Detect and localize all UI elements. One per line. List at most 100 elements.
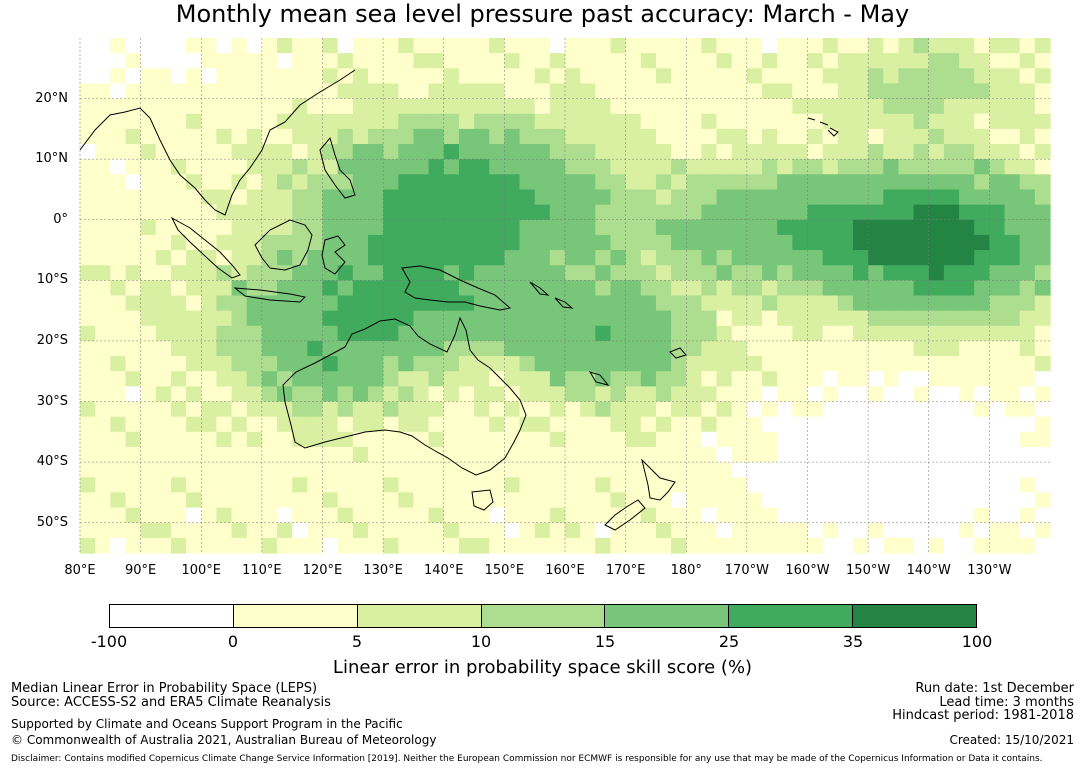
skill-cell xyxy=(292,159,308,175)
skill-cell xyxy=(216,250,233,266)
skill-cell xyxy=(655,265,672,281)
skill-cell xyxy=(640,219,657,236)
skill-cell xyxy=(170,401,187,418)
skill-cell xyxy=(292,371,308,387)
skill-cell xyxy=(777,431,793,448)
skill-cell xyxy=(989,477,1006,494)
skill-cell xyxy=(489,340,505,357)
skill-cell xyxy=(155,310,172,327)
skill-cell xyxy=(580,234,596,251)
skill-cell xyxy=(1004,83,1021,100)
skill-cell xyxy=(489,280,505,297)
skill-cell xyxy=(974,219,990,236)
skill-cell xyxy=(989,38,1006,54)
skill-cell xyxy=(762,234,778,251)
skill-cell xyxy=(640,144,657,160)
skill-cell xyxy=(337,371,354,387)
skill-cell xyxy=(655,537,672,554)
skill-cell xyxy=(428,128,445,145)
skill-cell xyxy=(549,431,566,448)
skill-cell xyxy=(928,234,945,251)
skill-cell xyxy=(1004,371,1021,387)
skill-cell xyxy=(1004,446,1021,463)
skill-cell xyxy=(686,53,703,69)
skill-cell xyxy=(655,219,672,236)
skill-cell xyxy=(231,68,248,85)
skill-cell xyxy=(155,265,172,281)
skill-cell xyxy=(580,325,596,342)
skill-cell xyxy=(201,68,218,85)
skill-cell xyxy=(1034,250,1051,266)
colorbar-tick-label: 35 xyxy=(842,632,864,651)
skill-cell xyxy=(580,477,596,494)
skill-cell xyxy=(807,431,824,448)
skill-cell xyxy=(974,128,990,145)
skill-cell xyxy=(398,250,415,266)
skill-cell xyxy=(898,234,915,251)
skill-cell xyxy=(231,416,248,433)
skill-cell xyxy=(731,280,748,297)
skill-cell xyxy=(640,310,657,327)
skill-cell xyxy=(974,477,990,494)
skill-cell xyxy=(519,189,536,206)
skill-cell xyxy=(80,340,96,357)
skill-cell xyxy=(610,340,627,357)
skill-cell xyxy=(852,507,869,524)
skill-cell xyxy=(519,83,536,100)
skill-cell xyxy=(307,507,324,524)
skill-cell xyxy=(686,219,703,236)
skill-cell xyxy=(110,204,127,221)
skill-cell xyxy=(762,38,778,54)
skill-cell xyxy=(277,83,293,100)
skill-cell xyxy=(580,537,596,554)
skill-cell xyxy=(367,537,384,554)
skill-cell xyxy=(868,265,884,281)
skill-cell xyxy=(837,431,854,448)
skill-cell xyxy=(458,68,475,85)
skill-cell xyxy=(80,83,96,100)
skill-cell xyxy=(95,250,111,266)
skill-cell xyxy=(898,265,915,281)
skill-cell xyxy=(989,128,1006,145)
skill-cell xyxy=(246,416,263,433)
skill-cell xyxy=(80,431,96,448)
skill-cell xyxy=(762,462,778,478)
skill-cell xyxy=(595,128,612,145)
skill-cell xyxy=(898,113,915,130)
skill-cell xyxy=(549,128,566,145)
skill-cell xyxy=(883,219,900,236)
skill-cell xyxy=(110,401,127,418)
skill-cell xyxy=(352,265,369,281)
skill-cell xyxy=(398,537,415,554)
skill-cell xyxy=(640,98,657,115)
skill-cell xyxy=(943,310,960,327)
skill-cell xyxy=(746,98,763,115)
skill-cell xyxy=(1019,340,1036,357)
skill-cell xyxy=(489,537,505,554)
skill-cell xyxy=(140,401,157,418)
skill-cell xyxy=(701,68,718,85)
skill-cell xyxy=(625,204,642,221)
skill-cell xyxy=(807,189,824,206)
skill-cell xyxy=(898,340,915,357)
skill-cell xyxy=(155,98,172,115)
skill-cell xyxy=(1034,492,1051,509)
skill-cell xyxy=(383,310,399,327)
skill-cell xyxy=(383,295,399,312)
skill-cell xyxy=(261,386,278,403)
skill-cell xyxy=(413,113,430,130)
skill-cell xyxy=(428,416,445,433)
skill-cell xyxy=(1004,462,1021,478)
skill-cell xyxy=(80,189,96,206)
skill-cell xyxy=(762,265,778,281)
skill-cell xyxy=(989,174,1006,191)
skill-cell xyxy=(428,356,445,372)
skill-cell xyxy=(943,295,960,312)
skill-cell xyxy=(413,522,430,539)
skill-cell xyxy=(367,234,384,251)
skill-cell xyxy=(1004,280,1021,297)
skill-cell xyxy=(428,204,445,221)
skill-cell xyxy=(140,340,157,357)
skill-cell xyxy=(155,189,172,206)
skill-cell xyxy=(913,159,930,175)
